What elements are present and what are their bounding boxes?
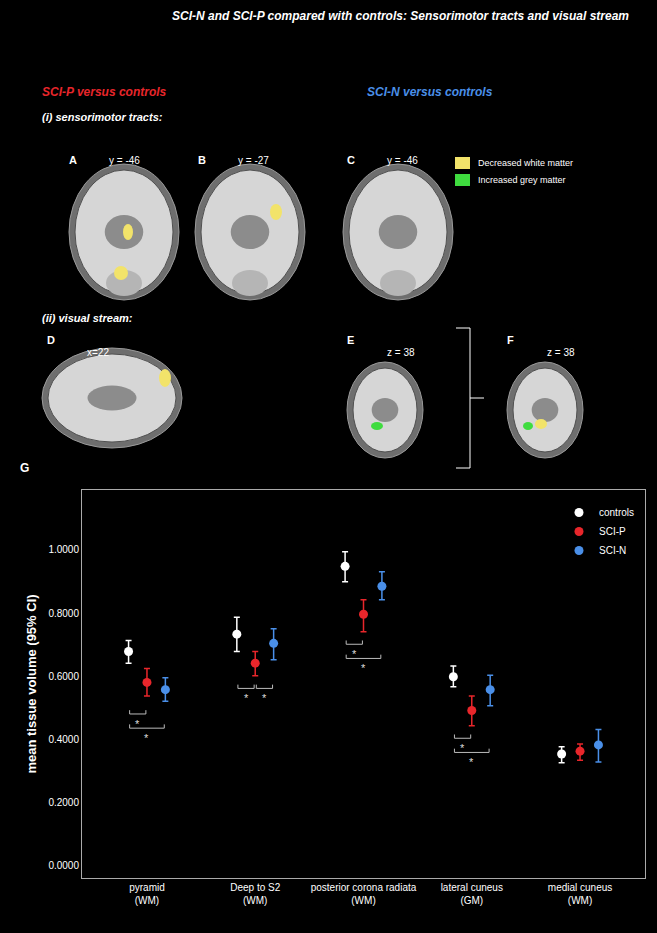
svg-text:(ii) visual stream:: (ii) visual stream: [42,312,133,324]
svg-text:A: A [69,154,77,166]
svg-text:1.0000: 1.0000 [48,544,79,555]
svg-text:controls: controls [599,507,634,518]
svg-text:Deep to S2(WM): Deep to S2(WM) [230,882,280,906]
svg-text:F: F [507,334,514,346]
svg-text:*: * [361,662,366,674]
svg-text:lateral cuneus(GM): lateral cuneus(GM) [441,882,503,906]
svg-text:SCI-P versus controls: SCI-P versus controls [42,85,167,99]
svg-text:medial cuneus(WM): medial cuneus(WM) [548,882,612,906]
svg-text:*: * [262,692,267,704]
svg-text:*: * [352,648,357,660]
svg-text:Decreased white matter: Decreased white matter [478,158,573,168]
svg-text:y = -46: y = -46 [387,155,418,166]
svg-text:y = -46: y = -46 [109,155,140,166]
svg-text:0.2000: 0.2000 [48,797,79,808]
svg-text:(i) sensorimotor tracts:: (i) sensorimotor tracts: [42,111,163,123]
svg-text:SCI-N versus controls: SCI-N versus controls [367,85,493,99]
svg-text:B: B [198,154,206,166]
svg-text:*: * [135,718,140,730]
svg-text:mean tissue volume (95% CI): mean tissue volume (95% CI) [24,594,39,773]
svg-text:x=22: x=22 [87,347,109,358]
svg-text:pyramid(WM): pyramid(WM) [129,882,165,906]
svg-text:Increased grey matter: Increased grey matter [478,175,566,185]
svg-text:0.8000: 0.8000 [48,608,79,619]
svg-text:*: * [469,756,474,768]
svg-text:G: G [20,461,29,475]
svg-text:C: C [347,154,355,166]
svg-text:0.6000: 0.6000 [48,671,79,682]
svg-text:SCI-N: SCI-N [599,545,626,556]
svg-text:E: E [347,334,354,346]
svg-text:SCI-N and SCI-P compared with: SCI-N and SCI-P compared with controls: … [172,9,629,23]
svg-text:z = 38: z = 38 [547,347,575,358]
svg-text:0.0000: 0.0000 [48,860,79,871]
svg-text:posterior corona radiata(WM): posterior corona radiata(WM) [311,882,417,906]
svg-text:SCI-P: SCI-P [599,526,626,537]
svg-text:*: * [244,692,249,704]
svg-text:z = 38: z = 38 [387,347,415,358]
svg-text:D: D [47,334,55,346]
svg-text:*: * [460,742,465,754]
svg-text:0.4000: 0.4000 [48,734,79,745]
svg-text:y = -27: y = -27 [238,155,269,166]
svg-text:*: * [144,732,149,744]
